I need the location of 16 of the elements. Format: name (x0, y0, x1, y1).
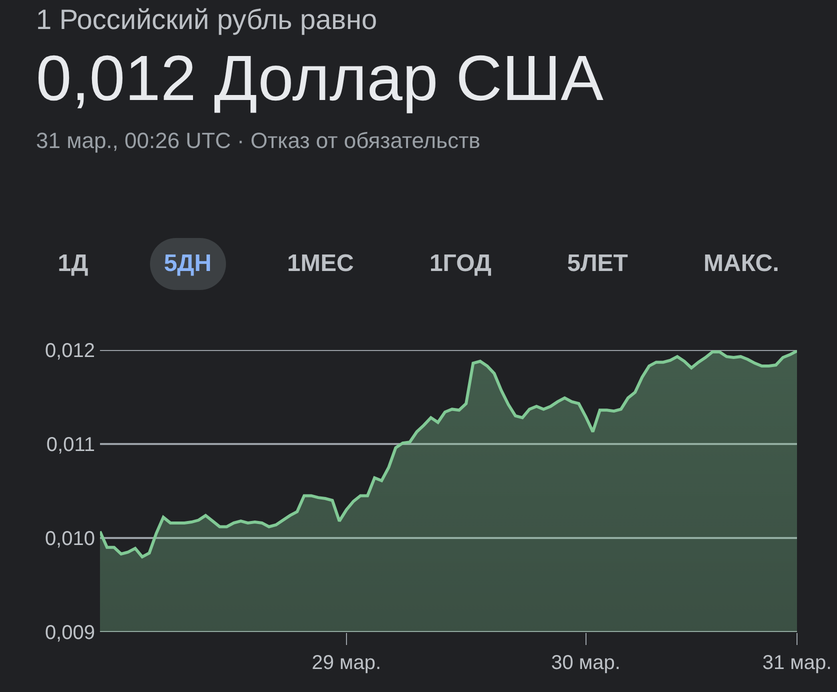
x-tick-label: 29 мар. (312, 652, 382, 674)
x-tick-label: 30 мар. (551, 652, 620, 674)
text: 1ГОД (428, 249, 493, 279)
y-tick-label: 0,010 (44, 528, 95, 550)
y-tick-label: 0,012 (44, 340, 95, 362)
text: 31 мар., 00:26 UTC · Отказ от обязательств (36, 128, 482, 154)
y-tick-label: 0,011 (46, 434, 95, 456)
chart-title: 1 Российский рубль равно (36, 4, 378, 36)
text: 5ЛЕТ (566, 249, 629, 279)
text: 1Д (56, 249, 90, 279)
text: 1МЕС (286, 249, 355, 279)
text: 5ДН (150, 238, 226, 290)
x-tick-label: 31 мар. (762, 652, 832, 674)
chart-subtitle: 0,012 Доллар США (36, 42, 604, 114)
text: МАКС. (702, 249, 780, 279)
y-tick-label: 0,009 (44, 622, 95, 644)
